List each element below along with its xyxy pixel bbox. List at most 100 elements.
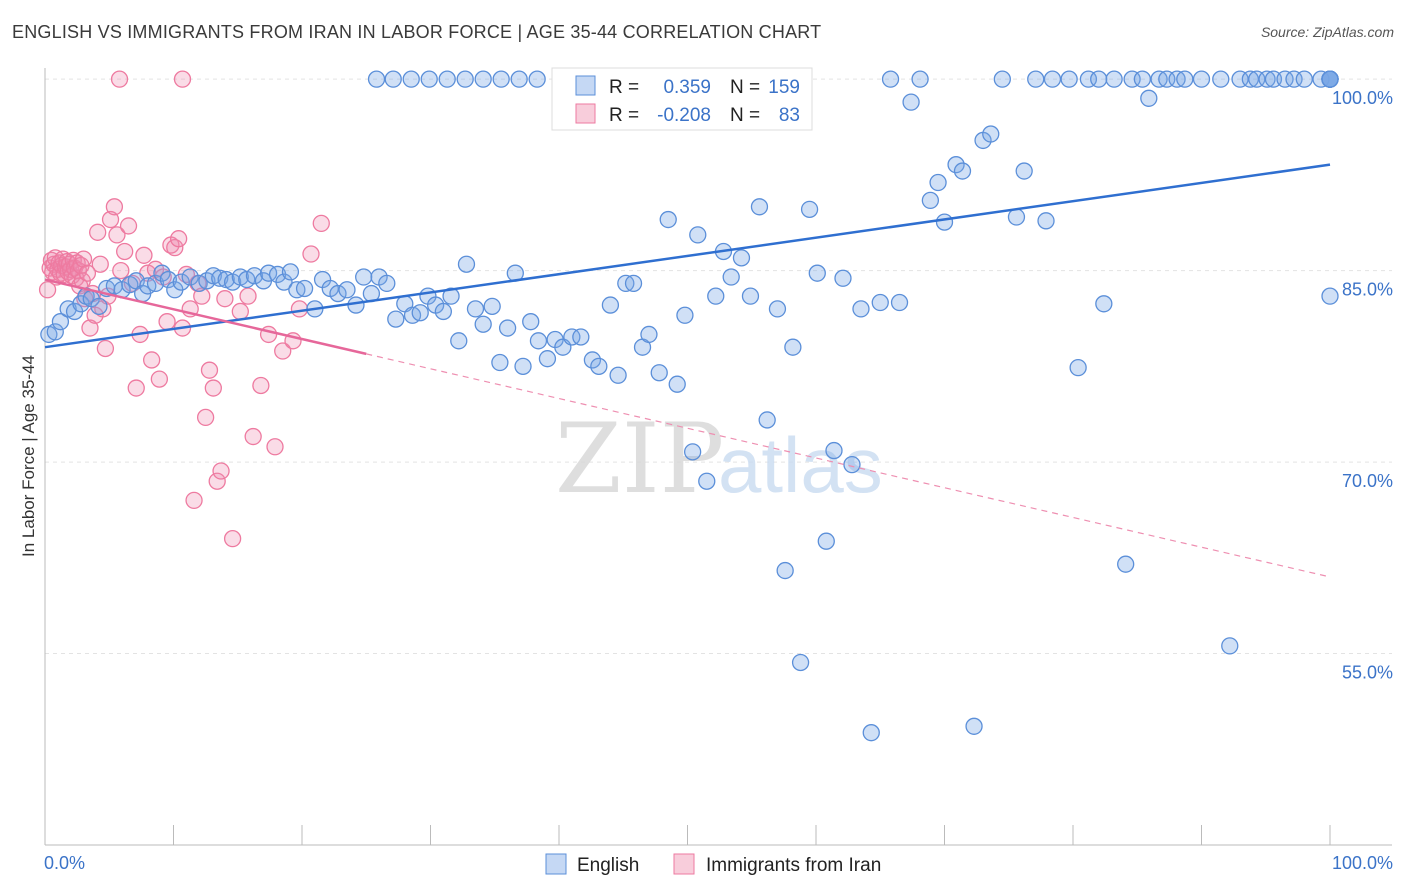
english-point-59: [474, 315, 492, 333]
english-point-109: [902, 93, 920, 111]
english-point-58: [466, 300, 485, 318]
iran-point-65: [204, 379, 222, 397]
iran-point-60: [185, 491, 203, 510]
iran-point-63: [196, 408, 215, 427]
iran-point-41: [112, 261, 130, 280]
iran-point-34: [91, 255, 109, 273]
iran-point-56: [169, 230, 188, 248]
english-point-140: [1212, 70, 1230, 88]
y-tick-label-1: 85.0%: [1342, 280, 1393, 300]
english-point-96: [784, 338, 802, 356]
english-point-116: [965, 717, 983, 735]
iran-point-73: [252, 376, 270, 395]
english-point-164: [456, 70, 474, 88]
english-point-106: [871, 293, 889, 312]
english-point-66: [529, 332, 548, 350]
english-point-167: [510, 70, 528, 88]
iran-point-67: [212, 462, 230, 480]
iran-point-47: [135, 246, 153, 264]
english-point-118: [982, 125, 1000, 143]
trend-lines: [44, 163, 1331, 578]
english-point-105: [862, 724, 880, 742]
english-point-83: [676, 306, 694, 324]
iran-point-78: [290, 300, 309, 318]
axes: [44, 68, 1392, 846]
iran-point-69: [223, 530, 242, 548]
english-point-25: [211, 269, 229, 287]
legend-n-label-english: N =: [730, 77, 760, 98]
iran-point-43: [119, 217, 138, 235]
english-point-75: [609, 366, 627, 384]
iran-point-82: [173, 70, 192, 88]
legend-r-label-english: R =: [609, 77, 639, 98]
english-point-102: [834, 269, 852, 287]
english-point-71: [572, 328, 590, 346]
english-point-79: [640, 325, 658, 344]
english-point-62: [498, 319, 517, 337]
iran-point-70: [231, 302, 249, 321]
bottom-legend-swatch-iran: [673, 853, 695, 875]
english-point-82: [668, 375, 686, 393]
english-trend-line: [44, 163, 1331, 349]
iran-point-76: [274, 342, 292, 360]
iran-point-68: [216, 290, 234, 308]
iran-trend-line-solid: [44, 278, 367, 356]
english-point-165: [474, 70, 492, 88]
english-point-147: [1276, 70, 1294, 88]
english-point-30: [245, 267, 264, 285]
english-point-67: [538, 350, 557, 368]
english-point-120: [1007, 208, 1026, 226]
english-point-87: [707, 287, 725, 305]
english-point-41: [329, 284, 347, 303]
iran-point-66: [208, 472, 226, 490]
english-point-122: [1027, 70, 1045, 88]
english-point-77: [624, 274, 643, 293]
english-point-168: [528, 70, 546, 88]
english-point-80: [650, 364, 668, 382]
y-tick-label-0: 100.0%: [1332, 88, 1393, 108]
iran-point-53: [158, 313, 176, 331]
iran-point-55: [166, 238, 184, 257]
iran-point-27: [74, 250, 93, 268]
iran-point-36: [96, 339, 115, 358]
english-point-108: [890, 293, 909, 312]
english-point-21: [181, 268, 199, 286]
english-point-94: [768, 300, 787, 318]
english-point-113: [935, 213, 954, 231]
english-point-121: [1015, 162, 1033, 180]
iran-point-62: [193, 287, 211, 305]
iran-point-72: [244, 427, 262, 446]
english-point-18: [159, 270, 178, 289]
english-point-162: [420, 70, 438, 88]
english-point-56: [450, 332, 468, 350]
english-point-157: [1321, 70, 1339, 88]
english-point-97: [791, 653, 810, 672]
iran-point-81: [110, 70, 129, 88]
english-point-150: [1312, 70, 1330, 88]
series-legend: English Immigrants from Iran: [545, 853, 881, 876]
english-point-8: [90, 297, 108, 315]
y-tick-label-2: 70.0%: [1342, 471, 1393, 491]
iran-point-79: [302, 245, 320, 263]
english-point-61: [491, 353, 509, 372]
chart-title: ENGLISH VS IMMIGRANTS FROM IRAN IN LABOR…: [12, 22, 822, 42]
english-point-126: [1069, 358, 1087, 377]
bottom-legend-label-english: English: [577, 855, 639, 876]
iran-point-49: [143, 351, 161, 369]
iran-point-29: [78, 264, 97, 282]
english-point-133: [1133, 70, 1152, 88]
english-point-93: [758, 411, 776, 429]
english-point-114: [947, 156, 965, 174]
english-point-73: [590, 357, 608, 375]
iran-point-71: [239, 287, 257, 305]
legend-n-label-iran: N =: [730, 105, 760, 126]
english-point-1: [46, 323, 64, 341]
english-point-17: [153, 264, 171, 282]
english-point-143: [1241, 70, 1259, 88]
english-point-90: [732, 249, 751, 267]
english-point-91: [741, 287, 760, 305]
english-point-139: [1192, 70, 1211, 88]
english-point-145: [1258, 70, 1276, 88]
english-point-65: [522, 313, 540, 331]
iran-point-51: [150, 370, 169, 388]
